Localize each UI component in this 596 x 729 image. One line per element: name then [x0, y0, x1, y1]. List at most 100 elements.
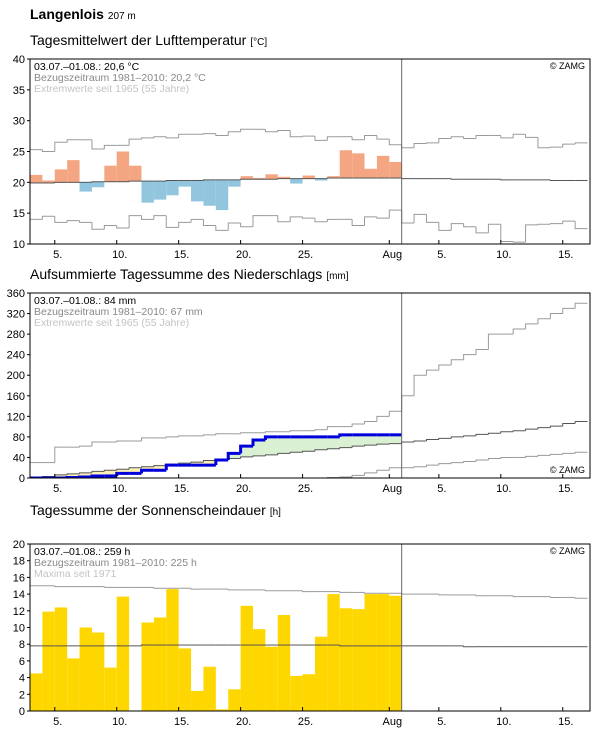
norm-line	[128, 180, 142, 182]
norm-line	[264, 454, 278, 456]
deviation-fill	[141, 466, 154, 471]
x-tick-label: Aug	[383, 483, 403, 495]
anomaly-bar	[79, 182, 92, 192]
extreme-max-line	[376, 415, 390, 422]
extreme-max-line	[525, 134, 538, 138]
extreme-min-line	[413, 213, 427, 224]
anomaly-bar	[104, 165, 117, 182]
extreme-max-line	[425, 369, 439, 376]
extreme-max-line	[178, 435, 192, 437]
norm-line	[500, 431, 514, 434]
norm-line	[227, 457, 241, 460]
deviation-fill	[228, 453, 241, 459]
norm-line	[277, 178, 291, 180]
credit: © ZAMG	[550, 61, 585, 71]
y-tick-label: 15	[13, 208, 25, 220]
y-tick-label: 8	[19, 639, 25, 651]
bar	[178, 648, 192, 711]
x-tick-label: 15.	[174, 716, 189, 728]
norm-line	[326, 177, 340, 179]
annotation: 03.07.–01.08.: 259 h	[34, 546, 130, 558]
precipitation-line	[214, 458, 229, 466]
norm-line	[240, 178, 254, 180]
extreme-min-line	[240, 223, 254, 228]
precipitation-line	[90, 474, 105, 478]
x-tick-label: 15.	[558, 249, 573, 261]
deviation-fill	[91, 471, 105, 476]
maximum-line	[190, 588, 204, 590]
x-tick-label: 15.	[558, 716, 573, 728]
extreme-max-line	[264, 431, 278, 433]
title-text: Aufsummierte Tagessumme des Niederschlag…	[30, 266, 322, 282]
deviation-fill	[277, 436, 291, 454]
x-tick-label: 5.	[53, 249, 62, 261]
extreme-max-line	[388, 139, 402, 146]
extreme-max-line	[512, 328, 526, 335]
bar	[376, 594, 390, 711]
anomaly-bar	[54, 169, 68, 183]
extreme-min-line	[574, 221, 588, 230]
deviation-fill	[79, 472, 92, 477]
title-unit: [°C]	[250, 37, 267, 48]
extreme-max-line	[215, 433, 229, 435]
extreme-max-line	[487, 333, 501, 350]
extreme-min-line	[388, 209, 402, 219]
y-tick-label: 35	[13, 85, 25, 97]
anomaly-bar	[30, 174, 43, 183]
deviation-fill	[104, 470, 117, 476]
extreme-min-line	[487, 223, 501, 233]
extreme-min-line	[500, 224, 514, 243]
bar	[116, 596, 130, 711]
precipitation-line	[239, 444, 254, 454]
y-tick-label: 0	[19, 706, 25, 718]
extreme-min-line	[549, 223, 563, 225]
extreme-min-line	[463, 223, 477, 228]
bar	[290, 675, 303, 711]
extreme-max-line	[475, 349, 489, 355]
deviation-fill	[302, 436, 315, 452]
extreme-max-line	[388, 410, 402, 417]
norm-line	[413, 440, 427, 443]
extreme-min-line	[463, 461, 477, 463]
precipitation-line	[78, 475, 92, 478]
annotation: 03.07.–01.08.: 84 mm	[34, 295, 136, 307]
x-tick-label: Aug	[383, 249, 403, 261]
anomaly-bar	[339, 150, 353, 179]
bar	[240, 605, 254, 711]
bar	[302, 674, 315, 711]
bar	[191, 690, 204, 711]
anomaly-bar	[153, 181, 167, 200]
extreme-max-line	[103, 144, 117, 150]
extreme-max-line	[549, 313, 563, 319]
bar	[215, 709, 229, 711]
anomaly-bar	[389, 161, 402, 179]
y-tick-label: 10	[13, 239, 25, 251]
x-tick-label: 15.	[174, 483, 189, 495]
norm-line	[500, 179, 514, 181]
extreme-min-line	[178, 221, 192, 228]
y-tick-label: 18	[13, 556, 25, 568]
extreme-min-line	[537, 223, 551, 225]
bar	[104, 667, 117, 711]
deviation-fill	[339, 434, 353, 448]
extreme-min-line	[574, 451, 588, 454]
extreme-min-line	[351, 219, 365, 226]
norm-line	[165, 179, 179, 182]
norm-line	[252, 455, 266, 457]
extreme-max-line	[91, 441, 105, 447]
extreme-max-line	[165, 136, 179, 139]
extreme-max-line	[351, 423, 365, 427]
extreme-min-line	[153, 215, 167, 220]
anomaly-bar	[129, 165, 142, 182]
x-tick-label: 20.	[236, 483, 251, 495]
y-tick-label: 40	[13, 54, 25, 66]
x-tick-label: 10.	[496, 249, 511, 261]
precipitation-line	[226, 451, 241, 461]
annotation: Maxima seit 1971	[34, 568, 116, 580]
norm-line	[351, 445, 365, 448]
extreme-max-line	[41, 149, 55, 152]
y-tick-label: 2	[19, 689, 25, 701]
norm-line	[289, 451, 303, 454]
extreme-max-line	[141, 137, 154, 140]
extreme-max-line	[450, 359, 464, 365]
